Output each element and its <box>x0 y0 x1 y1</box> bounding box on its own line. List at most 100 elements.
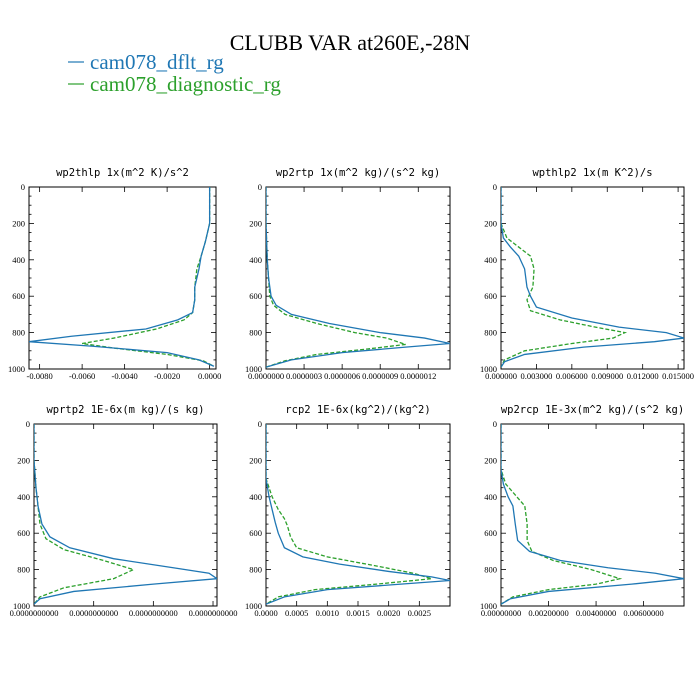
x-tick-label: -0.0080 <box>27 371 53 381</box>
y-tick-label: 0 <box>26 419 30 429</box>
x-tick-label: 0.0020 <box>377 608 400 618</box>
y-tick-label: 0 <box>493 419 497 429</box>
x-tick-label: 0.00600000 <box>623 608 663 618</box>
x-tick-label: -0.0040 <box>112 371 138 381</box>
panel-grid: wp2thlp 1x(m^2 K)/s^202004006008001000-0… <box>8 167 694 618</box>
series-line-diagnostic <box>266 424 432 605</box>
y-tick-label: 200 <box>249 218 262 228</box>
x-tick-label: 0.0000000000 <box>10 608 59 618</box>
y-tick-label: 400 <box>249 255 262 265</box>
y-tick-label: 200 <box>484 218 497 228</box>
panel-3: wpthlp2 1x(m K^2)/s020040060080010000.00… <box>480 167 694 381</box>
y-tick-label: 1000 <box>13 601 30 611</box>
panel-title: wp2thlp 1x(m^2 K)/s^2 <box>56 167 189 179</box>
y-tick-label: 600 <box>249 528 262 538</box>
x-tick-label: 0.0025 <box>408 608 431 618</box>
y-tick-label: 400 <box>484 492 497 502</box>
y-tick-label: 400 <box>12 255 25 265</box>
x-tick-label: 0.0000000000 <box>69 608 118 618</box>
series-line-diagnostic <box>501 424 623 605</box>
x-tick-label: 0.003000 <box>520 371 552 381</box>
x-tick-label: 0.0000009 <box>362 371 398 381</box>
x-tick-label: 0.00400000 <box>576 608 616 618</box>
x-tick-label: 0.009000 <box>591 371 623 381</box>
series-line-dflt <box>501 187 684 368</box>
x-tick-label: 0.0000 <box>254 608 277 618</box>
y-tick-label: 200 <box>12 218 25 228</box>
legend: cam078_dflt_rg cam078_diagnostic_rg <box>68 50 281 96</box>
x-tick-label: 0.0000000000 <box>189 608 238 618</box>
series-line-diagnostic <box>266 187 406 368</box>
panel-title: wp2rtp 1x(m^2 kg)/(s^2 kg) <box>276 167 440 179</box>
y-tick-label: 1000 <box>480 601 497 611</box>
y-tick-label: 0 <box>21 182 25 192</box>
x-tick-label: 0.0015 <box>346 608 369 618</box>
panel-2: wp2rtp 1x(m^2 kg)/(s^2 kg) 0 200 400 600 800 1… <box>245 167 451 381</box>
x-tick-label: 0.006000 <box>556 371 588 381</box>
y-tick-label: 600 <box>17 528 30 538</box>
panel-6: wp2rcp 1E-3x(m^2 kg)/(s^2 kg) 0 200 400 600 8… <box>480 404 685 618</box>
y-tick-label: 0 <box>258 182 262 192</box>
y-tick-label: 0 <box>258 419 262 429</box>
legend-label-dflt: cam078_dflt_rg <box>90 50 224 74</box>
y-tick-label: 800 <box>484 565 497 575</box>
x-tick-label: -0.0060 <box>69 371 95 381</box>
x-tick-label: 0.0000000 <box>248 371 284 381</box>
panel-title: rcp2 1E-6x(kg^2)/(kg^2) <box>285 404 430 416</box>
y-tick-label: 1000 <box>480 364 497 374</box>
legend-label-diagnostic: cam078_diagnostic_rg <box>90 72 281 96</box>
series-line-diagnostic <box>501 187 628 368</box>
y-tick-label: 0 <box>493 182 497 192</box>
y-tick-label: 600 <box>12 291 25 301</box>
series-line-dflt <box>266 424 450 605</box>
panel-5: rcp2 1E-6x(kg^2)/(kg^2) 0 200 400 600 800 1000… <box>245 404 451 618</box>
panel-title: wprtp2 1E-6x(m kg)/(s kg) <box>46 404 204 416</box>
x-tick-label: 0.0000003 <box>286 371 322 381</box>
panel-1: wp2thlp 1x(m^2 K)/s^202004006008001000-0… <box>8 167 221 381</box>
x-tick-label: 0.0000006 <box>324 371 360 381</box>
series-line-dflt <box>501 424 684 605</box>
y-tick-label: 800 <box>484 328 497 338</box>
x-tick-label: 0.00000000 <box>481 608 521 618</box>
panel-4: wprtp2 1E-6x(m kg)/(s kg) 0 200 400 600 800 10… <box>10 404 238 618</box>
y-tick-label: 1000 <box>245 364 262 374</box>
x-tick-label: 0.0000000000 <box>129 608 178 618</box>
series-line-dflt <box>29 187 215 367</box>
y-tick-label: 200 <box>17 455 30 465</box>
panel-title: wpthlp2 1x(m K^2)/s <box>532 167 652 179</box>
y-tick-label: 400 <box>484 255 497 265</box>
x-tick-label: -0.0020 <box>154 371 180 381</box>
plot-frame <box>33 423 218 607</box>
series-line-dflt <box>34 424 217 605</box>
y-tick-label: 400 <box>249 492 262 502</box>
y-tick-label: 600 <box>249 291 262 301</box>
series-line-diagnostic <box>34 424 136 605</box>
y-tick-label: 600 <box>484 528 497 538</box>
y-tick-label: 200 <box>249 455 262 465</box>
plot-frame <box>265 423 451 607</box>
y-tick-label: 800 <box>249 328 262 338</box>
x-tick-label: 0.0000 <box>198 371 221 381</box>
y-tick-label: 800 <box>12 328 25 338</box>
x-tick-label: 0.00200000 <box>528 608 568 618</box>
y-tick-label: 1000 <box>8 364 25 374</box>
x-tick-label: 0.012000 <box>627 371 659 381</box>
plot-frame <box>265 186 451 370</box>
y-tick-label: 1000 <box>245 601 262 611</box>
y-tick-label: 800 <box>17 565 30 575</box>
y-tick-label: 400 <box>17 492 30 502</box>
series-line-diagnostic <box>82 187 215 367</box>
y-tick-label: 600 <box>484 291 497 301</box>
figure-title: CLUBB VAR at260E,-28N <box>230 30 471 55</box>
x-tick-label: 0.0000012 <box>400 371 436 381</box>
y-tick-label: 200 <box>484 455 497 465</box>
plot-frame <box>500 423 685 607</box>
x-tick-label: 0.015000 <box>662 371 694 381</box>
series-line-dflt <box>266 187 450 368</box>
x-tick-label: 0.000000 <box>485 371 517 381</box>
x-tick-label: 0.0010 <box>316 608 339 618</box>
plot-frame <box>28 186 217 370</box>
x-tick-label: 0.0005 <box>285 608 308 618</box>
y-tick-label: 800 <box>249 565 262 575</box>
